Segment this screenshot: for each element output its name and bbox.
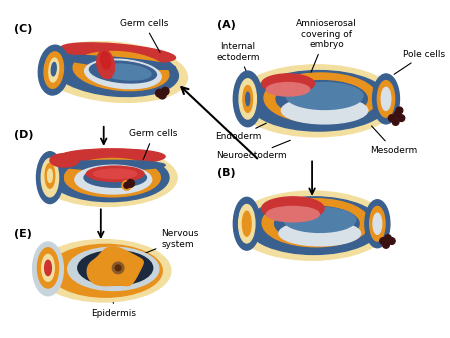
Ellipse shape [45,260,51,275]
Ellipse shape [33,242,63,296]
Ellipse shape [39,42,188,102]
Ellipse shape [238,204,255,243]
Ellipse shape [94,169,137,178]
Ellipse shape [41,159,58,197]
Ellipse shape [381,88,391,111]
Text: Nervous
system: Nervous system [135,230,199,257]
Ellipse shape [248,71,390,131]
Ellipse shape [234,197,260,250]
Ellipse shape [239,79,256,119]
Ellipse shape [264,73,378,123]
Ellipse shape [373,74,400,124]
Circle shape [394,111,401,118]
Text: Neuroectoderm: Neuroectoderm [216,140,290,161]
Ellipse shape [73,51,169,91]
Circle shape [124,183,130,188]
Ellipse shape [48,169,52,183]
Circle shape [382,241,389,248]
Ellipse shape [279,221,360,246]
Ellipse shape [97,50,114,79]
Circle shape [156,89,163,97]
Ellipse shape [370,207,385,241]
Circle shape [388,238,395,244]
Circle shape [127,179,135,187]
Text: Mesoderm: Mesoderm [370,126,417,155]
Circle shape [112,262,124,274]
Text: Epidermis: Epidermis [91,303,136,318]
Text: Pole cells: Pole cells [394,50,446,74]
Ellipse shape [64,159,160,197]
Circle shape [388,115,395,121]
Ellipse shape [266,207,319,222]
Circle shape [115,265,121,271]
Text: (E): (E) [14,230,32,240]
Ellipse shape [373,213,382,234]
Ellipse shape [90,61,157,83]
Ellipse shape [36,152,63,203]
Ellipse shape [99,64,151,80]
Ellipse shape [262,199,370,247]
Ellipse shape [44,52,63,88]
Ellipse shape [68,247,159,290]
Circle shape [398,115,405,121]
Ellipse shape [45,163,55,188]
Ellipse shape [246,92,250,106]
Ellipse shape [50,154,169,202]
Ellipse shape [59,149,165,164]
Ellipse shape [51,63,56,76]
Ellipse shape [261,74,315,93]
Circle shape [396,107,403,114]
Ellipse shape [234,71,262,127]
Text: Germ cells: Germ cells [130,129,178,160]
Ellipse shape [49,244,162,297]
Ellipse shape [36,240,171,302]
Ellipse shape [75,165,152,194]
Circle shape [122,180,131,190]
Circle shape [161,88,169,95]
Circle shape [158,91,166,99]
Ellipse shape [247,197,381,255]
Ellipse shape [378,81,395,117]
Ellipse shape [38,149,177,207]
Ellipse shape [243,86,252,112]
Ellipse shape [234,191,390,260]
Ellipse shape [49,58,58,82]
Text: (B): (B) [217,168,236,178]
Circle shape [385,235,392,241]
Circle shape [380,238,387,244]
Ellipse shape [38,45,69,95]
Ellipse shape [274,207,359,241]
Ellipse shape [101,52,111,69]
Ellipse shape [85,59,161,89]
Ellipse shape [52,46,178,97]
Circle shape [392,119,399,125]
Text: Amnioserosal
covering of
embryo: Amnioserosal covering of embryo [296,19,357,79]
Ellipse shape [266,82,310,96]
Ellipse shape [284,208,356,232]
Ellipse shape [78,250,153,285]
Ellipse shape [261,197,324,220]
Text: Endoderm: Endoderm [215,123,266,141]
Ellipse shape [42,255,54,281]
Ellipse shape [50,154,79,167]
Ellipse shape [281,97,368,124]
Text: Internal
ectoderm: Internal ectoderm [216,42,260,89]
Ellipse shape [286,82,363,110]
Ellipse shape [59,160,165,170]
Ellipse shape [86,166,144,182]
Ellipse shape [84,168,146,187]
Ellipse shape [365,200,390,248]
Ellipse shape [61,43,176,63]
Text: Germ cells: Germ cells [120,19,168,52]
Ellipse shape [37,248,58,288]
Text: (C): (C) [14,24,33,34]
Ellipse shape [61,55,176,69]
Ellipse shape [235,65,399,137]
Text: (A): (A) [217,20,236,30]
Text: (D): (D) [14,130,34,140]
Polygon shape [87,247,143,286]
Ellipse shape [243,211,251,236]
Ellipse shape [276,81,367,117]
